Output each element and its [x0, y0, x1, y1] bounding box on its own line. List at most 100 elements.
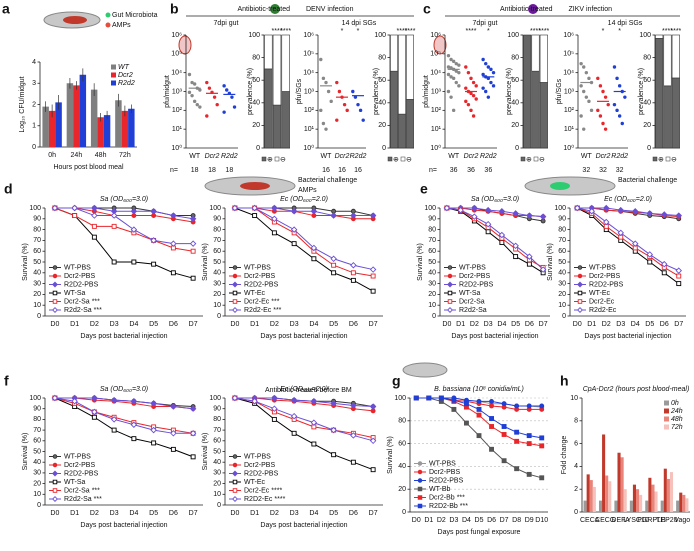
data-point — [574, 204, 581, 212]
bar — [654, 491, 658, 512]
legend-marker — [232, 454, 238, 459]
data-point — [601, 89, 605, 94]
prevalence-bar — [663, 85, 672, 149]
prevalence-bar — [281, 34, 290, 92]
y-tick-label: 4 — [574, 463, 578, 470]
n-value: 18 — [191, 167, 199, 174]
legend-marker — [232, 470, 238, 477]
data-point — [464, 65, 468, 69]
bar — [666, 478, 670, 512]
y-tick-label: 80 — [558, 226, 566, 233]
x-tick-label: LYSC10 — [623, 517, 649, 524]
data-point — [632, 240, 639, 247]
y-axis-label: Survival (%) — [22, 433, 29, 471]
data-point — [513, 254, 519, 260]
data-point — [111, 427, 117, 433]
data-point — [464, 99, 468, 104]
prevalence-bar — [264, 34, 273, 70]
y-tick-label: 90 — [213, 216, 221, 223]
data-point — [290, 412, 298, 420]
data-point — [356, 102, 360, 107]
bar — [592, 486, 596, 512]
x-tick-label: D3 — [290, 321, 299, 328]
bar — [660, 500, 664, 512]
legend-label: ⊕ — [526, 156, 532, 163]
data-point — [464, 86, 468, 90]
x-axis-label: Days post bacterial injection — [451, 333, 538, 340]
data-point — [526, 212, 533, 219]
y-tick-label: 10⁰ — [430, 144, 441, 152]
data-point — [331, 270, 337, 276]
y-tick-label: 0 — [217, 313, 221, 320]
y-tick-label: 10¹ — [564, 126, 575, 133]
y-tick-label: 4 — [32, 59, 36, 66]
data-point — [449, 57, 453, 62]
data-point — [271, 416, 277, 422]
y-tick-label: 80 — [33, 226, 41, 233]
data-point — [335, 80, 339, 85]
legend-significance: *** — [94, 496, 102, 503]
legend-label: Dcr2-Ec — [244, 487, 270, 494]
x-tick-label: 24h — [71, 152, 83, 159]
x-axis-label: Days post fungal exposure — [438, 529, 521, 536]
data-point — [170, 240, 177, 247]
bar — [42, 106, 49, 147]
data-point — [446, 53, 451, 58]
x-tick-label: D7 — [539, 321, 548, 328]
legend-significance: *** — [457, 494, 465, 501]
y-tick-label: 10⁶ — [563, 32, 574, 39]
data-point — [350, 402, 357, 409]
header-subtitle: ZIKV infection — [569, 6, 613, 13]
legend-label: 48h — [671, 416, 683, 423]
prevalence-bar — [390, 70, 398, 149]
legend-swatch — [387, 156, 393, 162]
legend-swatch — [664, 416, 669, 422]
y-tick-label: 20 — [213, 480, 221, 487]
data-point — [489, 398, 494, 404]
data-point — [588, 208, 595, 215]
x-tick-label: D8 — [512, 517, 521, 524]
legend-label: R2d2-Sa — [64, 496, 92, 503]
y-tick-label: 10³ — [564, 88, 575, 95]
legend-swatch — [664, 408, 669, 414]
y-tick-label: 60 — [213, 248, 221, 255]
bar — [645, 500, 649, 512]
data-point — [345, 108, 349, 113]
data-point — [647, 259, 653, 265]
y-axis-label: Log₁₀ CFU/midgut — [19, 76, 26, 132]
y-tick-label: 30 — [428, 280, 436, 287]
prevalence-bar — [398, 34, 406, 115]
survival-line — [54, 207, 194, 220]
data-point — [324, 127, 328, 131]
legend-label: R2D2-PBS — [64, 470, 99, 477]
significance: **** — [538, 28, 549, 35]
legend-swatch — [533, 156, 539, 162]
prevalence-bar — [398, 113, 406, 149]
panel-label: a — [2, 1, 10, 17]
legend-swatch — [400, 156, 406, 162]
data-point — [91, 204, 98, 212]
data-point — [601, 121, 605, 126]
y-tick-label: 20 — [378, 122, 386, 129]
header-left: 7dpi gut — [214, 20, 239, 27]
data-point — [489, 80, 493, 85]
x-tick-label: D0 — [573, 321, 582, 328]
x-tick-label: D2 — [270, 510, 279, 517]
x-tick-label: D2 — [90, 321, 99, 328]
y-tick-label: 10³ — [172, 88, 183, 95]
legend-marker — [417, 461, 423, 466]
data-point — [321, 121, 326, 126]
x-tick-label: D7 — [369, 321, 378, 328]
header-title: Antibiotic-treated — [500, 6, 553, 13]
legend-label: R2D2-PBS — [589, 281, 624, 288]
data-point — [215, 102, 219, 107]
data-point — [484, 89, 488, 94]
data-point — [484, 61, 488, 66]
legend-label: R2d2 — [118, 80, 135, 87]
legend-label: Dcr2-Sa — [459, 298, 485, 305]
y-tick-label: 30 — [213, 470, 221, 477]
legend-marker — [577, 273, 583, 279]
data-point — [190, 80, 194, 85]
prevalence-bar — [281, 91, 290, 149]
data-point — [319, 57, 323, 62]
